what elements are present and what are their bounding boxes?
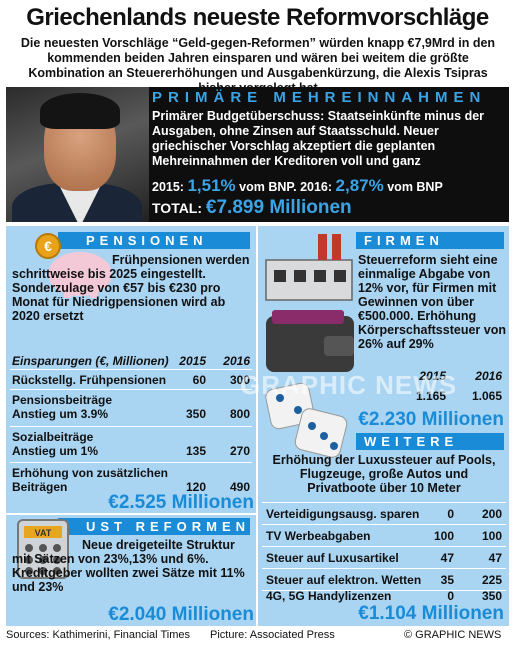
table-row-label: TV Werbeabgaben [266,529,371,543]
dice-icon [265,382,348,458]
pensionen-text: Frühpensionen werden schrittweise bis 20… [12,253,250,323]
tsipras-photo [6,87,149,222]
divider [10,389,252,390]
table-cell: 120 [185,480,206,494]
firmen-value-2015: 1.165 [415,389,446,403]
firmen-total: €2.230 Millionen [358,409,504,430]
table-cell: 47 [440,551,454,565]
table-cell: 800 [229,407,250,421]
primary-total-value: €7.899 Millionen [205,197,352,218]
footer-picture: Picture: Associated Press [210,629,335,641]
table-cell: 60 [192,373,206,387]
table-row-label: Steuer auf elektron. Wetten [266,573,422,587]
pensionen-col-label: Einsparungen (€, Millionen) [12,354,169,368]
table-row-label: Rückstellg. Frühpensionen [12,373,167,387]
table-cell: 350 [481,589,502,603]
table-row-label: Verteidigungsausg. sparen [266,507,420,521]
divider [262,590,506,591]
photo-hair [40,93,120,129]
table-row-label: Steuer auf Luxusartikel [266,551,399,565]
firmen-text: Steuerreform sieht eine einmalige Abgabe… [358,253,506,351]
ust-text: Neue dreigeteilte Struktur mit Sätzen vo… [12,538,245,594]
calculator-label: VAT [35,528,52,538]
weitere-total: €1.104 Millionen [358,603,504,624]
primary-text: Primärer Budgetüberschuss: Staatseinkünf… [152,109,485,168]
divider [10,462,252,463]
footer-sources: Sources: Kathimerini, Financial Times [6,629,191,641]
primary-total-label: TOTAL: [152,200,203,216]
table-cell: 225 [481,573,502,587]
firmen-heading: FIRMEN [356,232,504,249]
divider [262,568,506,569]
calculator-icon: VAT [17,519,69,579]
primary-2016-suffix: vom BNP [387,180,443,194]
divider [262,546,506,547]
divider [10,369,252,370]
weitere-heading: WEITERE [356,433,504,450]
piggy-bank-icon: € [35,233,112,298]
watermark: GRAPHIC NEWS [240,370,458,400]
footer-credit: © GRAPHIC NEWS [404,629,502,641]
primary-2015-suffix: vom BNP. [239,180,297,194]
wallet-icon [266,310,354,372]
weitere-text: Erhöhung der Luxussteuer auf Pools, Flug… [272,453,496,495]
firmen-col-2016: 2016 [475,369,502,383]
pensionen-col-2015: 2015 [179,354,206,368]
page-title: Griechenlands neueste Reformvorschläge [26,4,489,31]
table-cell: 300 [229,373,250,387]
table-cell: 0 [447,507,454,521]
pensionen-heading: PENSIONEN [58,232,250,249]
pensionen-col-2016: 2016 [223,354,250,368]
factory-icon [265,234,353,301]
svg-text:€: € [44,238,52,254]
table-cell: 350 [185,407,206,421]
table-cell: 35 [440,573,454,587]
primary-2016-value: 2,87% [335,176,384,195]
primary-2015-label: 2015: [152,180,184,194]
firmen-value-2016: 1.065 [471,389,502,403]
table-cell: 47 [488,551,502,565]
primary-total: TOTAL: €7.899 Millionen [152,197,352,219]
table-row-label: 4G, 5G Handylizenzen [266,589,392,603]
table-cell: 100 [481,529,502,543]
table-row-label: Pensionsbeiträge Anstieg um 3.9% [12,393,113,421]
table-cell: 270 [229,444,250,458]
primary-rates: 2015: 1,51% vom BNP. 2016: 2,87% vom BNP [152,176,507,196]
divider [10,426,252,427]
table-cell: 100 [433,529,454,543]
primary-heading: PRIMÄRE MEHREINNAHMEN [152,89,487,106]
table-cell: 200 [481,507,502,521]
pensionen-total: €2.525 Millionen [108,492,254,513]
table-row-label: Sozialbeiträge Anstieg um 1% [12,430,99,458]
primary-2016-label: 2016: [300,180,333,194]
ust-total: €2.040 Millionen [108,604,254,625]
table-row-label: Erhöhung von zusätzlichen Beiträgen [12,466,169,494]
divider [262,502,506,503]
divider [262,524,506,525]
primary-2015-value: 1,51% [187,176,236,195]
table-cell: 490 [229,480,250,494]
firmen-col-2015: 2015 [419,369,446,383]
ust-heading: UST REFORMEN [58,518,250,535]
table-cell: 0 [447,589,454,603]
table-cell: 135 [185,444,206,458]
